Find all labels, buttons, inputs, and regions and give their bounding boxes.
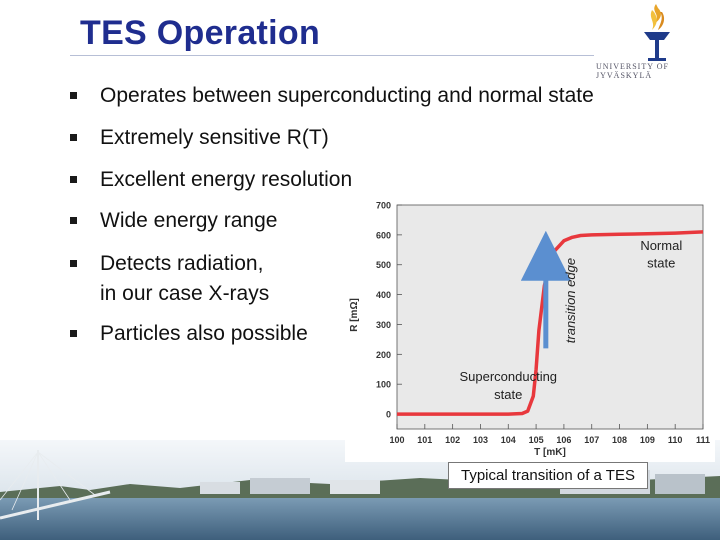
- bullet-marker: [70, 92, 77, 99]
- y-tick-label: 0: [386, 410, 391, 420]
- region-label: state: [647, 256, 675, 271]
- x-tick-label: 101: [417, 435, 432, 445]
- x-tick-label: 107: [584, 435, 599, 445]
- bullet-marker: [70, 217, 77, 224]
- x-tick-label: 111: [696, 435, 710, 445]
- bullet-marker: [70, 176, 77, 183]
- bullet-text: Detects radiation,: [100, 252, 264, 275]
- y-tick-label: 200: [376, 350, 391, 360]
- bullet-text: Operates between superconducting and nor…: [100, 84, 594, 107]
- bullet-text: Particles also possible: [100, 322, 308, 345]
- annotations: Superconducting state Normal state transitio…: [459, 238, 682, 402]
- y-tick-label: 400: [376, 290, 391, 300]
- x-tick-label: 102: [445, 435, 460, 445]
- x-axis-label: T [mK]: [534, 447, 566, 458]
- bullet-marker: [70, 134, 77, 141]
- y-tick-label: 300: [376, 320, 391, 330]
- bullet-marker: [70, 260, 77, 267]
- resistance-curve: [397, 230, 704, 416]
- y-tick-label: 600: [376, 230, 391, 240]
- university-logo: [594, 0, 720, 78]
- x-tick-label: 110: [668, 435, 683, 445]
- bullet-marker: [70, 330, 77, 337]
- y-tick-label: 100: [376, 380, 391, 390]
- bullet-text: in our case X-rays: [100, 282, 270, 305]
- x-tick-label: 109: [640, 435, 655, 445]
- university-name: UNIVERSITY OF JYVÄSKYLÄ: [596, 62, 669, 80]
- x-tick-label: 104: [501, 435, 516, 445]
- title-divider: [70, 55, 720, 56]
- x-tick-label: 108: [612, 435, 627, 445]
- y-tick-label: 700: [376, 201, 391, 211]
- region-label: Superconducting: [459, 369, 557, 384]
- x-tick-label: 105: [529, 435, 544, 445]
- chart-caption: Typical transition of a TES: [448, 462, 648, 489]
- slide-title: TES Operation: [80, 14, 321, 52]
- y-tick-label: 500: [376, 260, 391, 270]
- y-axis-label: R [mΩ]: [349, 298, 360, 332]
- region-label: state: [494, 387, 522, 402]
- region-label: Normal: [640, 238, 682, 253]
- bullet-text: Wide energy range: [100, 209, 278, 232]
- bullet-text: Excellent energy resolution: [100, 168, 353, 191]
- x-axis: 100 101 102 103 104 105 106 107 108 109 110 111: [389, 424, 710, 445]
- x-tick-label: 106: [556, 435, 571, 445]
- transition-edge-label: transition edge: [563, 258, 578, 343]
- x-tick-label: 103: [473, 435, 488, 445]
- bullet-text: Extremely sensitive R(T): [100, 126, 329, 149]
- y-axis: 0 100 200 300 400 500 600 700: [376, 201, 402, 420]
- x-tick-label: 100: [389, 435, 404, 445]
